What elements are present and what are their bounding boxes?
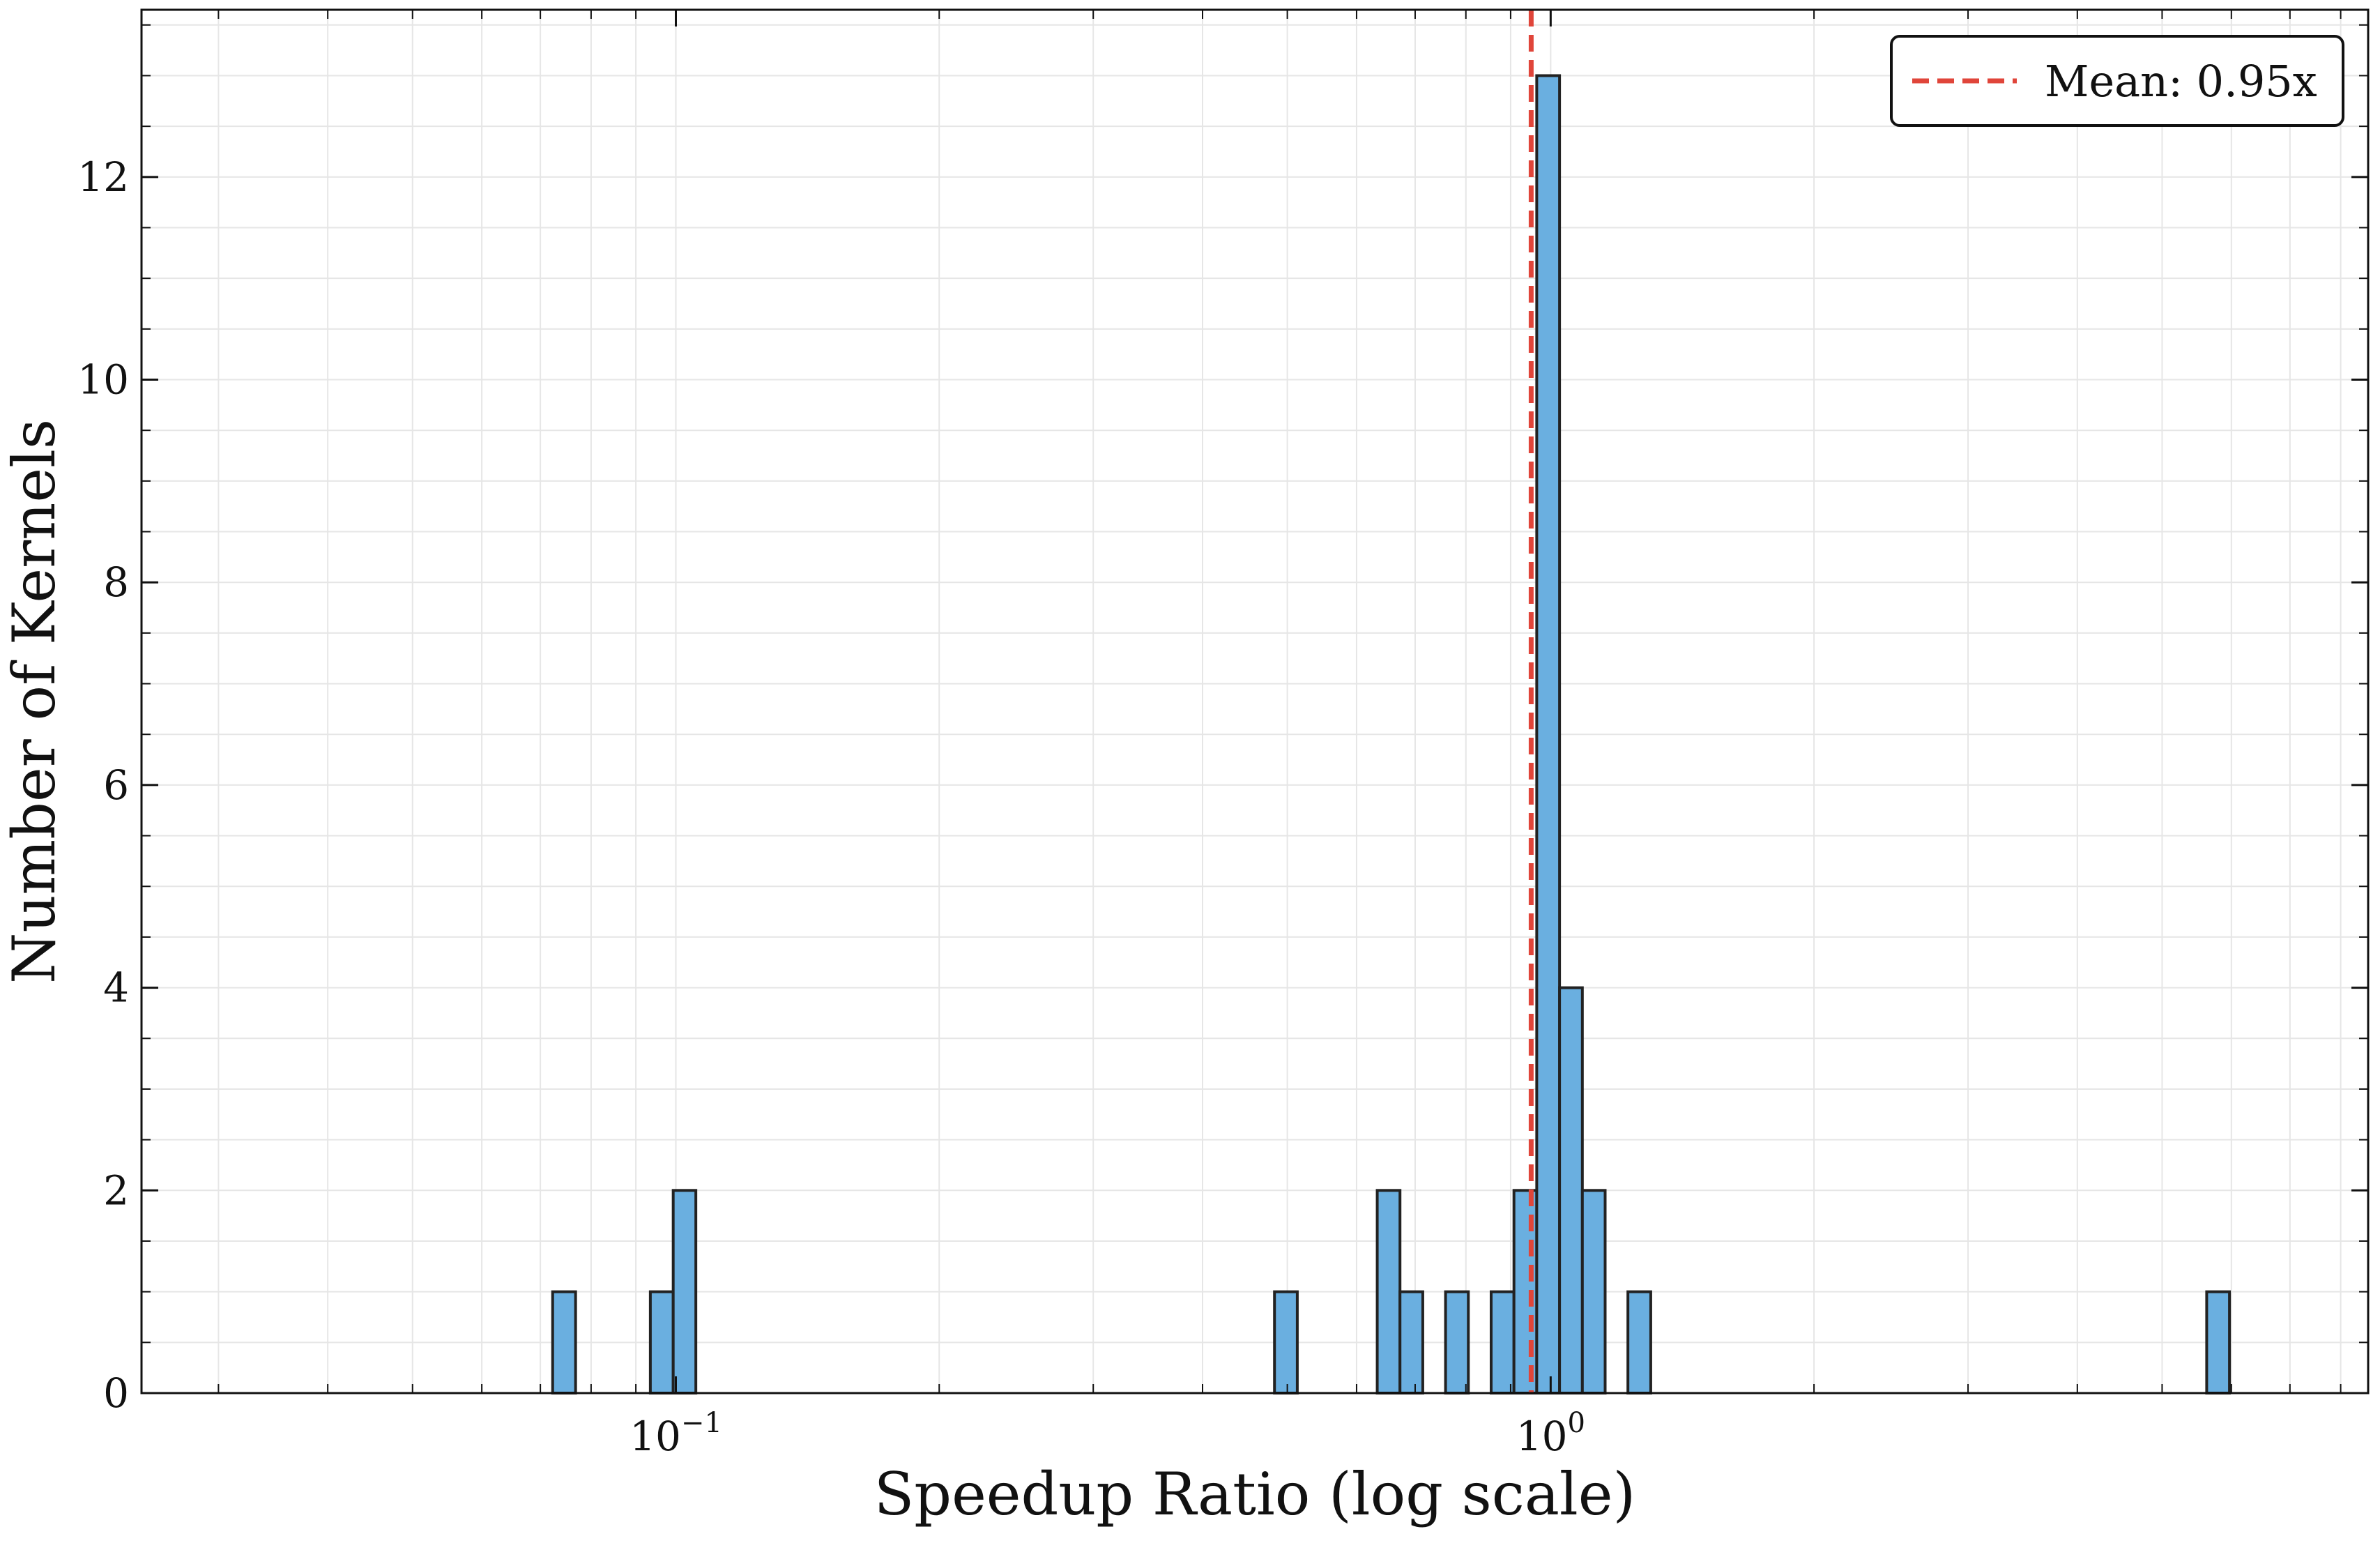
x-tick-label: 100 [1516, 1407, 1585, 1460]
y-tick-label: 10 [77, 356, 129, 404]
plot-frame [140, 8, 2370, 1394]
legend-box [1890, 35, 2344, 127]
x-tick-labels: 10−1 100 [630, 1407, 1585, 1460]
histogram-bar [1535, 74, 1562, 1394]
histogram-bar [1558, 986, 1584, 1394]
histogram-bar [551, 1290, 577, 1394]
y-tick-labels: 0 2 4 6 8 10 12 [77, 153, 129, 1417]
legend-mean-label: Mean: 0.95x [2045, 56, 2317, 107]
histogram-bar [1444, 1290, 1470, 1394]
histogram-bar [1580, 1189, 1607, 1395]
x-tick-label: 10−1 [630, 1407, 722, 1460]
y-tick-label: 2 [103, 1166, 129, 1214]
histogram-bar [2205, 1290, 2232, 1394]
histogram-bar [1273, 1290, 1299, 1394]
x-axis-title: Speedup Ratio (log scale) [874, 1460, 1636, 1528]
histogram-bar [1375, 1189, 1402, 1395]
y-tick-label: 6 [103, 761, 129, 809]
grid-lines [142, 10, 2368, 1394]
axis-ticks [142, 10, 2368, 1394]
histogram-bar [648, 1290, 675, 1394]
histogram-bar [1398, 1290, 1424, 1394]
histogram-bar [671, 1189, 698, 1395]
y-tick-label: 8 [103, 558, 129, 606]
legend: Mean: 0.95x [1890, 35, 2344, 127]
y-axis-title: Number of Kernels [0, 419, 68, 984]
histogram-bars [551, 74, 2232, 1395]
histogram-bar [1489, 1290, 1516, 1394]
y-tick-label: 12 [77, 153, 129, 201]
y-tick-label: 0 [103, 1369, 129, 1417]
histogram-bar [1626, 1290, 1652, 1394]
y-tick-label: 4 [103, 964, 129, 1012]
